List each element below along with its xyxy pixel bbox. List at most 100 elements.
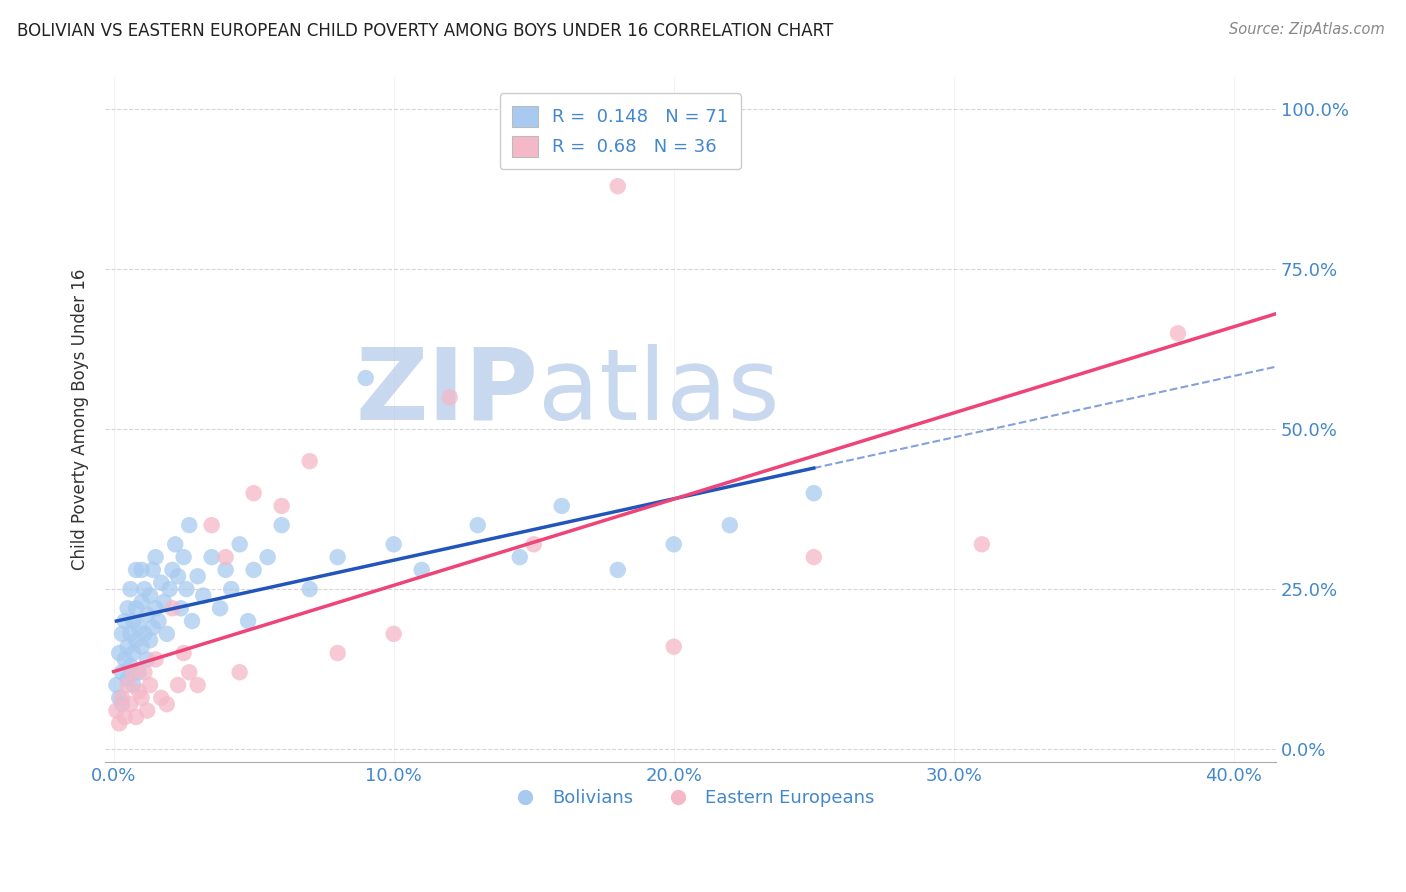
Point: [214, 563, 236, 577]
Point: [128, 665, 150, 680]
Point: [108, 690, 131, 705]
Point: [187, 678, 209, 692]
Point: [134, 582, 156, 596]
Point: [125, 563, 148, 577]
Point: [228, 537, 250, 551]
Point: [120, 697, 142, 711]
Point: [111, 627, 134, 641]
Point: [145, 550, 167, 565]
Point: [139, 678, 162, 692]
Point: [122, 665, 145, 680]
Point: [156, 627, 179, 641]
Point: [111, 697, 134, 711]
Point: [120, 582, 142, 596]
Point: [803, 550, 825, 565]
Point: [298, 454, 321, 468]
Point: [411, 563, 433, 577]
Point: [150, 690, 173, 705]
Point: [108, 646, 131, 660]
Point: [122, 614, 145, 628]
Point: [148, 614, 170, 628]
Point: [270, 499, 292, 513]
Point: [139, 589, 162, 603]
Point: [162, 601, 184, 615]
Y-axis label: Child Poverty Among Boys Under 16: Child Poverty Among Boys Under 16: [72, 268, 89, 570]
Point: [131, 563, 153, 577]
Point: [136, 704, 159, 718]
Point: [108, 716, 131, 731]
Point: [467, 518, 489, 533]
Point: [156, 697, 179, 711]
Point: [606, 179, 628, 194]
Point: [242, 486, 264, 500]
Point: [125, 710, 148, 724]
Point: [111, 690, 134, 705]
Point: [173, 646, 195, 660]
Point: [236, 614, 259, 628]
Point: [439, 390, 461, 404]
Point: [662, 640, 685, 654]
Point: [131, 640, 153, 654]
Point: [209, 601, 232, 615]
Point: [105, 678, 128, 692]
Point: [382, 627, 405, 641]
Point: [128, 620, 150, 634]
Point: [165, 537, 187, 551]
Point: [131, 595, 153, 609]
Point: [179, 665, 201, 680]
Point: [298, 582, 321, 596]
Point: [1167, 326, 1189, 341]
Point: [114, 652, 136, 666]
Point: [117, 672, 139, 686]
Text: ZIP: ZIP: [356, 343, 538, 441]
Point: [354, 371, 377, 385]
Point: [201, 550, 224, 565]
Point: [970, 537, 993, 551]
Point: [326, 646, 349, 660]
Point: [270, 518, 292, 533]
Point: [105, 704, 128, 718]
Point: [117, 640, 139, 654]
Point: [136, 652, 159, 666]
Point: [523, 537, 546, 551]
Point: [201, 518, 224, 533]
Point: [117, 601, 139, 615]
Point: [125, 601, 148, 615]
Point: [193, 589, 215, 603]
Point: [142, 620, 165, 634]
Point: [718, 518, 741, 533]
Point: [120, 627, 142, 641]
Point: [114, 710, 136, 724]
Point: [162, 563, 184, 577]
Point: [167, 569, 190, 583]
Point: [131, 690, 153, 705]
Point: [187, 569, 209, 583]
Point: [326, 550, 349, 565]
Point: [134, 627, 156, 641]
Point: [145, 652, 167, 666]
Text: Source: ZipAtlas.com: Source: ZipAtlas.com: [1229, 22, 1385, 37]
Point: [173, 550, 195, 565]
Text: atlas: atlas: [538, 343, 780, 441]
Point: [128, 684, 150, 698]
Point: [153, 595, 176, 609]
Point: [159, 582, 181, 596]
Point: [117, 678, 139, 692]
Point: [122, 678, 145, 692]
Point: [179, 518, 201, 533]
Text: BOLIVIAN VS EASTERN EUROPEAN CHILD POVERTY AMONG BOYS UNDER 16 CORRELATION CHART: BOLIVIAN VS EASTERN EUROPEAN CHILD POVER…: [17, 22, 834, 40]
Point: [167, 678, 190, 692]
Point: [134, 665, 156, 680]
Point: [219, 582, 242, 596]
Point: [214, 550, 236, 565]
Point: [382, 537, 405, 551]
Legend: Bolivians, Eastern Europeans: Bolivians, Eastern Europeans: [499, 782, 882, 814]
Point: [139, 633, 162, 648]
Point: [111, 665, 134, 680]
Point: [125, 633, 148, 648]
Point: [145, 601, 167, 615]
Point: [606, 563, 628, 577]
Point: [228, 665, 250, 680]
Point: [170, 601, 193, 615]
Point: [114, 614, 136, 628]
